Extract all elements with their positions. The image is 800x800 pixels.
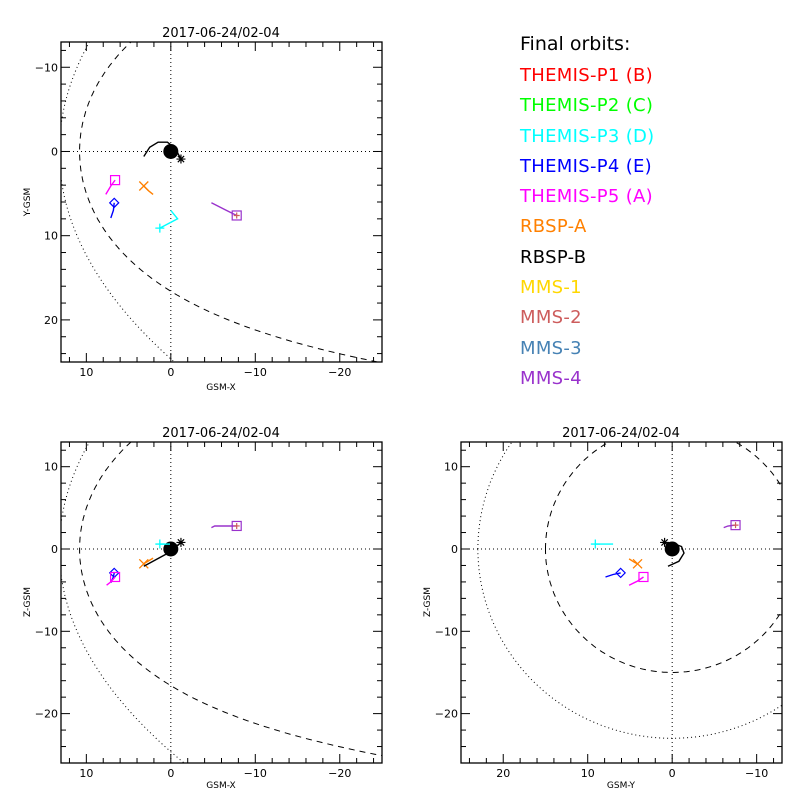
magnetopause-boundary xyxy=(79,42,381,362)
x-tick-label: 10 xyxy=(79,366,93,379)
orbit-track xyxy=(143,141,182,160)
plot-area xyxy=(60,41,383,363)
legend-item: MMS-2 xyxy=(520,307,582,329)
y-tick-label: −10 xyxy=(35,61,58,74)
orbit-end-marker xyxy=(155,539,165,549)
x-tick-label: 0 xyxy=(669,767,676,780)
x-tick-label: −20 xyxy=(328,366,351,379)
legend-item: MMS-1 xyxy=(520,277,582,299)
x-tick-label: 10 xyxy=(79,767,93,780)
x-axis-label: GSM-X xyxy=(206,781,235,791)
orbit-end-marker xyxy=(231,210,242,221)
y-tick-label: 10 xyxy=(44,461,58,474)
orbit-track xyxy=(628,576,644,586)
y-axis-label: Z-GSM xyxy=(23,587,33,617)
y-tick-label: 10 xyxy=(44,230,58,243)
y-tick-label: 20 xyxy=(44,314,58,327)
panel-xy: 2017-06-24/02-04 GSM-X Y-GSM 10 0 −10 −2… xyxy=(23,26,383,393)
y-tick-label: 0 xyxy=(51,145,58,158)
plot-area xyxy=(460,441,783,764)
x-tick-label: 20 xyxy=(496,767,510,780)
legend-item: RBSP-A xyxy=(520,216,587,238)
panel-title: 2017-06-24/02-04 xyxy=(162,26,280,41)
orbit-end-marker xyxy=(138,181,149,191)
legend-item: RBSP-B xyxy=(520,246,587,268)
orbit-end-marker xyxy=(730,520,741,531)
orbit-end-marker xyxy=(176,154,186,164)
panel-yz: 2017-06-24/02-04 GSM-Y Z-GSM 20 10 0 −10… xyxy=(423,426,783,791)
legend-item: MMS-3 xyxy=(520,337,582,359)
plot-content xyxy=(61,42,382,362)
x-tick-label: −20 xyxy=(328,767,351,780)
x-tick-label: 0 xyxy=(167,366,174,379)
orbit-end-marker xyxy=(632,558,643,569)
legend: Final orbits: THEMIS-P1 (B) THEMIS-P2 (C… xyxy=(520,30,655,396)
y-tick-label: −10 xyxy=(35,625,58,638)
legend-item: THEMIS-P4 (E) xyxy=(520,155,653,177)
panel-title: 2017-06-24/02-04 xyxy=(562,426,680,441)
plot-frame xyxy=(460,441,783,764)
y-tick-label: −10 xyxy=(435,625,458,638)
legend-item: THEMIS-P3 (D) xyxy=(520,125,655,147)
orbit-end-marker xyxy=(638,571,649,583)
orbit-end-marker xyxy=(109,175,121,186)
magnetopause-boundary xyxy=(79,442,382,757)
orbit-track xyxy=(159,209,179,229)
plot-frame xyxy=(60,441,383,764)
y-tick-label: −20 xyxy=(35,708,58,721)
panel-xz: 2017-06-24/02-04 GSM-X Z-GSM 10 0 −10 −2… xyxy=(23,426,383,791)
bow-shock-boundary xyxy=(61,442,185,763)
orbit-track xyxy=(211,525,237,529)
legend-title: Final orbits: xyxy=(520,33,631,55)
orbit-end-marker xyxy=(155,223,165,233)
y-axis-label: Y-GSM xyxy=(23,188,33,217)
y-tick-label: 0 xyxy=(451,543,458,556)
orbit-end-marker xyxy=(176,537,186,547)
plot-frame xyxy=(60,41,383,363)
plot-content xyxy=(61,442,382,763)
y-tick-label: −20 xyxy=(435,708,458,721)
orbit-end-marker xyxy=(108,197,120,209)
x-axis-label: GSM-Y xyxy=(607,781,636,791)
orbit-end-marker xyxy=(590,539,600,549)
plot-content xyxy=(461,442,782,763)
mms-cluster-marker xyxy=(732,522,739,529)
x-tick-label: 10 xyxy=(581,767,595,780)
x-tick-label: 0 xyxy=(167,767,174,780)
orbit-end-marker xyxy=(615,567,627,579)
plot-area xyxy=(60,441,383,764)
orbit-track xyxy=(664,541,685,567)
orbit-end-marker xyxy=(138,558,149,569)
mms-cluster-marker xyxy=(233,522,240,529)
legend-item: THEMIS-P1 (B) xyxy=(520,65,653,86)
x-tick-label: −10 xyxy=(745,767,768,780)
legend-item: MMS-4 xyxy=(520,367,582,389)
y-tick-label: 10 xyxy=(444,461,458,474)
y-tick-label: 0 xyxy=(51,543,58,556)
orbit-end-marker xyxy=(660,537,670,547)
legend-item: THEMIS-P2 (C) xyxy=(520,95,654,117)
mms-cluster-marker xyxy=(233,212,240,219)
orbit-track xyxy=(211,202,238,217)
x-tick-label: −10 xyxy=(244,767,267,780)
orbit-end-marker xyxy=(231,520,242,532)
y-axis-label: Z-GSM xyxy=(423,587,433,617)
x-axis-label: GSM-X xyxy=(206,383,235,393)
x-tick-label: −10 xyxy=(244,366,267,379)
legend-item: THEMIS-P5 (A) xyxy=(520,186,653,208)
orbit-track xyxy=(105,179,116,195)
orbit-track xyxy=(605,572,621,578)
panel-title: 2017-06-24/02-04 xyxy=(162,426,280,441)
orbit-track xyxy=(110,202,115,219)
bow-shock-boundary xyxy=(477,442,782,739)
orbit-end-marker xyxy=(109,571,121,583)
